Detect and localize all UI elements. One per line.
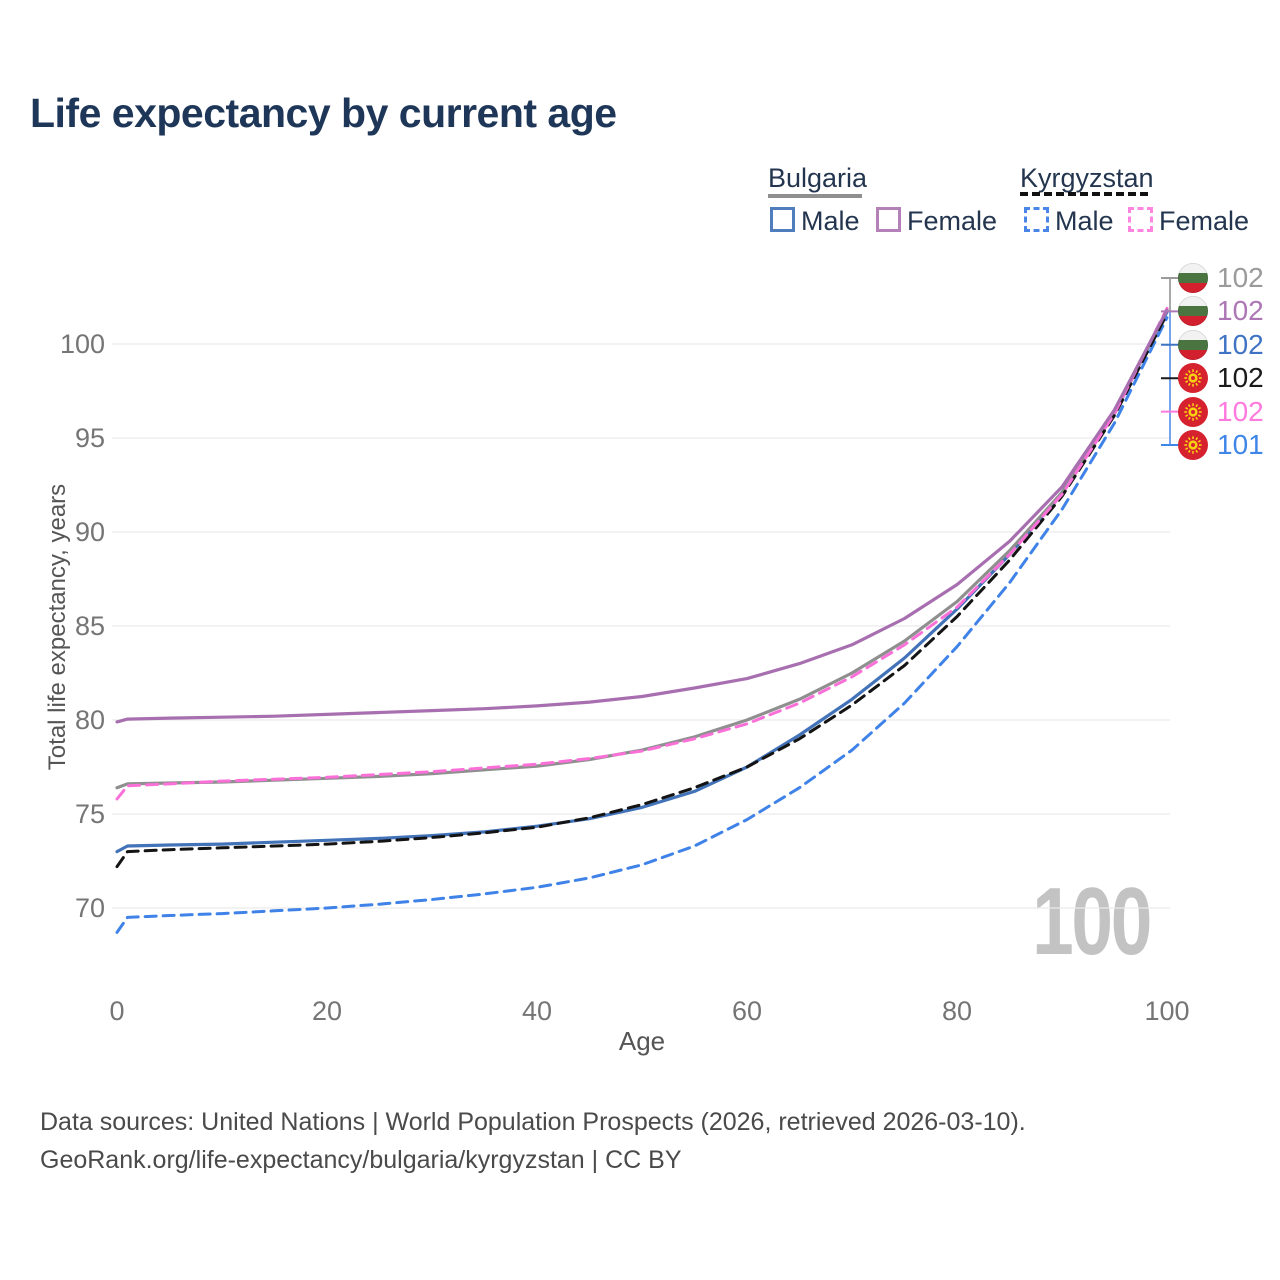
end-label-value: 102 — [1217, 395, 1264, 427]
bulgaria-flag-icon — [1178, 329, 1208, 360]
y-tick-label-95: 95 — [74, 423, 105, 453]
end-label-value: 102 — [1217, 328, 1264, 360]
end-label-row-bulgaria: 102 — [1178, 295, 1264, 327]
x-tick-label-0: 0 — [109, 996, 125, 1026]
end-label-value: 102 — [1217, 362, 1264, 394]
y-tick-label-85: 85 — [74, 611, 105, 641]
x-tick-label-60: 60 — [731, 996, 763, 1026]
legend-bulgaria-male-label: Male — [801, 206, 860, 236]
y-tick-label-100: 100 — [59, 329, 105, 359]
legend-kyrgyzstan-male-label: Male — [1055, 206, 1114, 236]
x-axis-title: Age — [618, 1026, 666, 1056]
legend-bulgaria-female-label: Female — [907, 206, 998, 236]
legend-bulgaria-female-swatch[interactable] — [876, 207, 901, 232]
end-label-value: 102 — [1217, 262, 1264, 293]
watermark-100: 100 — [1032, 868, 1152, 975]
legend-kyrgyzstan-female-swatch[interactable] — [1128, 207, 1153, 232]
footer-data-sources: Data sources: United Nations | World Pop… — [40, 1108, 1026, 1136]
kyrgyzstan-flag-icon — [1178, 363, 1208, 394]
legend-kyrgyzstan-female-label: Female — [1159, 206, 1250, 236]
legend-kyrgyzstan-male-swatch[interactable] — [1024, 207, 1049, 232]
end-label-row-kyrgyzstan: 101 — [1178, 429, 1264, 461]
y-tick-label-80: 80 — [74, 705, 105, 735]
x-tick-label-40: 40 — [521, 996, 553, 1026]
y-tick-label-70: 70 — [74, 893, 105, 923]
legend-bulgaria-header: Bulgaria — [768, 163, 868, 193]
end-label-row-bulgaria: 102 — [1178, 262, 1264, 294]
legend-kyrgyzstan-line-sample — [1020, 192, 1148, 196]
bulgaria-flag-icon — [1178, 263, 1208, 293]
x-tick-label-20: 20 — [311, 996, 343, 1026]
kyrgyzstan-flag-icon — [1178, 430, 1208, 460]
bulgaria-flag-icon — [1178, 296, 1208, 327]
legend-bulgaria-male-swatch[interactable] — [770, 207, 795, 232]
y-tick-label-75: 75 — [74, 799, 105, 829]
series-line-kyrgyzstan-male — [115, 316, 1169, 934]
end-label-value: 102 — [1217, 295, 1264, 327]
kyrgyzstan-flag-icon — [1178, 396, 1208, 427]
end-label-row-kyrgyzstan: 102 — [1178, 396, 1264, 428]
end-label-row-kyrgyzstan: 102 — [1178, 362, 1264, 394]
footer-attribution[interactable]: GeoRank.org/life-expectancy/bulgaria/kyr… — [40, 1146, 682, 1174]
y-tick-label-90: 90 — [74, 517, 105, 547]
end-label-value: 101 — [1217, 429, 1264, 460]
x-tick-label-100: 100 — [1144, 996, 1190, 1026]
series-line-kyrgyzstan-female — [115, 306, 1169, 801]
x-tick-label-80: 80 — [941, 996, 973, 1026]
legend-kyrgyzstan-header: Kyrgyzstan — [1020, 163, 1154, 193]
end-label-row-bulgaria: 102 — [1178, 329, 1264, 361]
legend-bulgaria-line-sample — [768, 194, 862, 198]
series-line-kyrgyzstan-total — [115, 312, 1169, 869]
series-line-bulgaria-female — [115, 308, 1169, 724]
page-title: Life expectancy by current age — [30, 90, 617, 136]
